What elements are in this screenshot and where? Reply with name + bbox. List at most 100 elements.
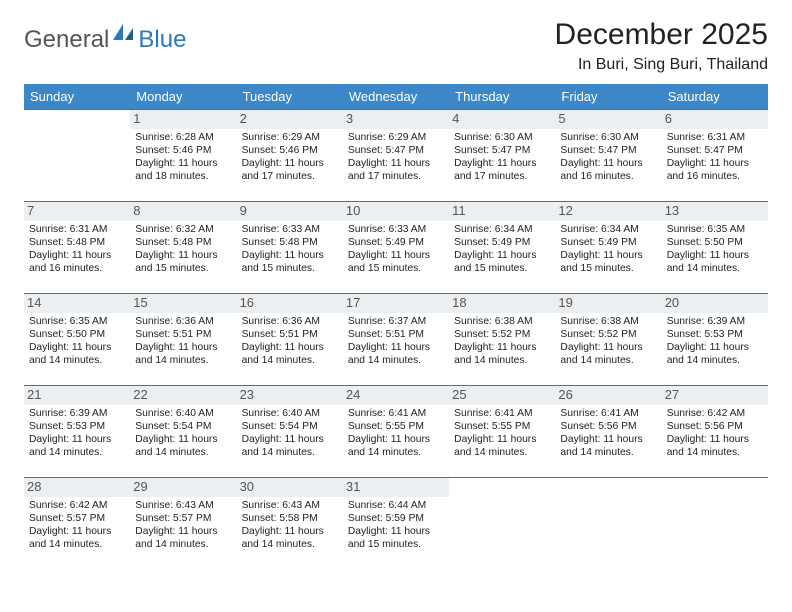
- sunset-line: Sunset: 5:53 PM: [667, 328, 763, 341]
- sunset-line: Sunset: 5:47 PM: [454, 144, 550, 157]
- sunset-line: Sunset: 5:46 PM: [242, 144, 338, 157]
- sunset-line: Sunset: 5:52 PM: [560, 328, 656, 341]
- calendar-cell: 18Sunrise: 6:38 AMSunset: 5:52 PMDayligh…: [449, 293, 555, 385]
- sunset-line: Sunset: 5:48 PM: [242, 236, 338, 249]
- day-number: 5: [555, 110, 661, 129]
- calendar-cell: 26Sunrise: 6:41 AMSunset: 5:56 PMDayligh…: [555, 385, 661, 477]
- calendar-cell: .: [449, 477, 555, 569]
- daylight-line: Daylight: 11 hours and 16 minutes.: [667, 157, 763, 183]
- day-number: 21: [24, 386, 130, 405]
- calendar-cell: .: [24, 109, 130, 201]
- calendar-cell: 13 Sunrise: 6:35 AMSunset: 5:50 PMDayligh…: [662, 201, 768, 293]
- day-number: 10: [343, 202, 449, 221]
- calendar-cell: 9Sunrise: 6:33 AMSunset: 5:48 PMDaylight…: [237, 201, 343, 293]
- daylight-line: Daylight: 11 hours and 14 minutes.: [348, 433, 444, 459]
- logo-text-blue: Blue: [138, 26, 186, 54]
- daylight-line: Daylight: 11 hours and 14 minutes.: [667, 249, 763, 275]
- daylight-line: Daylight: 11 hours and 15 minutes.: [454, 249, 550, 275]
- calendar-cell: 4Sunrise: 6:30 AMSunset: 5:47 PMDaylight…: [449, 109, 555, 201]
- sunset-line: Sunset: 5:57 PM: [29, 512, 125, 525]
- calendar-cell: 25 Sunrise: 6:41 AMSunset: 5:55 PMDayligh…: [449, 385, 555, 477]
- logo-text-general: General: [24, 26, 109, 54]
- day-header: Tuesday: [237, 84, 343, 109]
- day-number: 11: [449, 202, 555, 221]
- sunset-line: Sunset: 5:51 PM: [242, 328, 338, 341]
- sunset-line: Sunset: 5:49 PM: [560, 236, 656, 249]
- sunrise-line: Sunrise: 6:29 AM: [242, 131, 338, 144]
- daylight-line: Daylight: 11 hours and 14 minutes.: [29, 341, 125, 367]
- sunset-line: Sunset: 5:49 PM: [348, 236, 444, 249]
- day-number: 7: [24, 202, 130, 221]
- logo: General Blue: [24, 24, 186, 55]
- sunrise-line: Sunrise: 6:39 AM: [667, 315, 763, 328]
- calendar-cell: 6Sunrise: 6:31 AMSunset: 5:47 PMDaylight…: [662, 109, 768, 201]
- sunrise-line: Sunrise: 6:30 AM: [454, 131, 550, 144]
- calendar-grid: SundayMondayTuesdayWednesdayThursdayFrid…: [24, 84, 768, 569]
- daylight-line: Daylight: 11 hours and 14 minutes.: [29, 525, 125, 551]
- day-number: 19: [555, 294, 661, 313]
- sunset-line: Sunset: 5:54 PM: [242, 420, 338, 433]
- day-number: 3: [343, 110, 449, 129]
- sunset-line: Sunset: 5:47 PM: [348, 144, 444, 157]
- calendar-cell: 28Sunrise: 6:42 AMSunset: 5:57 PMDayligh…: [24, 477, 130, 569]
- day-number: 26: [555, 386, 661, 405]
- calendar-cell: 3 Sunrise: 6:29 AMSunset: 5:47 PMDaylight…: [343, 109, 449, 201]
- calendar-cell: 14Sunrise: 6:35 AMSunset: 5:50 PMDayligh…: [24, 293, 130, 385]
- sunrise-line: Sunrise: 6:35 AM: [29, 315, 125, 328]
- daylight-line: Daylight: 11 hours and 14 minutes.: [135, 525, 231, 551]
- day-number: 1: [130, 110, 236, 129]
- sunrise-line: Sunrise: 6:40 AM: [135, 407, 231, 420]
- calendar-cell: .: [555, 477, 661, 569]
- sunset-line: Sunset: 5:56 PM: [667, 420, 763, 433]
- calendar-cell: 5Sunrise: 6:30 AMSunset: 5:47 PMDaylight…: [555, 109, 661, 201]
- calendar-cell: 21Sunrise: 6:39 AMSunset: 5:53 PMDayligh…: [24, 385, 130, 477]
- sunrise-line: Sunrise: 6:30 AM: [560, 131, 656, 144]
- sunrise-line: Sunrise: 6:41 AM: [560, 407, 656, 420]
- daylight-line: Daylight: 11 hours and 14 minutes.: [29, 433, 125, 459]
- sunrise-line: Sunrise: 6:42 AM: [29, 499, 125, 512]
- calendar-cell: 7Sunrise: 6:31 AMSunset: 5:48 PMDaylight…: [24, 201, 130, 293]
- sunset-line: Sunset: 5:46 PM: [135, 144, 231, 157]
- calendar-cell: 29Sunrise: 6:43 AMSunset: 5:57 PMDayligh…: [130, 477, 236, 569]
- day-header: Sunday: [24, 84, 130, 109]
- sunset-line: Sunset: 5:54 PM: [135, 420, 231, 433]
- calendar-cell: .: [662, 477, 768, 569]
- sunrise-line: Sunrise: 6:31 AM: [29, 223, 125, 236]
- sunrise-line: Sunrise: 6:35 AM: [667, 223, 763, 236]
- daylight-line: Daylight: 11 hours and 15 minutes.: [348, 249, 444, 275]
- daylight-line: Daylight: 11 hours and 14 minutes.: [135, 433, 231, 459]
- sunrise-line: Sunrise: 6:42 AM: [667, 407, 763, 420]
- daylight-line: Daylight: 11 hours and 15 minutes.: [560, 249, 656, 275]
- calendar-cell: 30Sunrise: 6:43 AMSunset: 5:58 PMDayligh…: [237, 477, 343, 569]
- daylight-line: Daylight: 11 hours and 17 minutes.: [348, 157, 444, 183]
- sunrise-line: Sunrise: 6:32 AM: [135, 223, 231, 236]
- daylight-line: Daylight: 11 hours and 14 minutes.: [348, 341, 444, 367]
- sunrise-line: Sunrise: 6:29 AM: [348, 131, 444, 144]
- sunrise-line: Sunrise: 6:37 AM: [348, 315, 444, 328]
- day-number: 13: [662, 202, 768, 221]
- sunrise-line: Sunrise: 6:38 AM: [454, 315, 550, 328]
- calendar-cell: 10Sunrise: 6:33 AMSunset: 5:49 PMDayligh…: [343, 201, 449, 293]
- sunset-line: Sunset: 5:47 PM: [560, 144, 656, 157]
- daylight-line: Daylight: 11 hours and 14 minutes.: [454, 433, 550, 459]
- daylight-line: Daylight: 11 hours and 14 minutes.: [454, 341, 550, 367]
- calendar-cell: 11Sunrise: 6:34 AMSunset: 5:49 PMDayligh…: [449, 201, 555, 293]
- sunset-line: Sunset: 5:58 PM: [242, 512, 338, 525]
- day-header: Thursday: [449, 84, 555, 109]
- calendar-cell: 23Sunrise: 6:40 AMSunset: 5:54 PMDayligh…: [237, 385, 343, 477]
- daylight-line: Daylight: 11 hours and 14 minutes.: [560, 341, 656, 367]
- calendar-cell: 15Sunrise: 6:36 AMSunset: 5:51 PMDayligh…: [130, 293, 236, 385]
- day-number: 9: [237, 202, 343, 221]
- sunset-line: Sunset: 5:48 PM: [29, 236, 125, 249]
- calendar-cell: 2Sunrise: 6:29 AMSunset: 5:46 PMDaylight…: [237, 109, 343, 201]
- sunrise-line: Sunrise: 6:36 AM: [135, 315, 231, 328]
- sunset-line: Sunset: 5:47 PM: [667, 144, 763, 157]
- sunset-line: Sunset: 5:55 PM: [454, 420, 550, 433]
- sunrise-line: Sunrise: 6:41 AM: [454, 407, 550, 420]
- day-number: 15: [130, 294, 236, 313]
- day-header: Wednesday: [343, 84, 449, 109]
- title-block: December 2025 In Buri, Sing Buri, Thaila…: [555, 18, 768, 74]
- sunset-line: Sunset: 5:50 PM: [667, 236, 763, 249]
- sunset-line: Sunset: 5:53 PM: [29, 420, 125, 433]
- day-number: 25: [449, 386, 555, 405]
